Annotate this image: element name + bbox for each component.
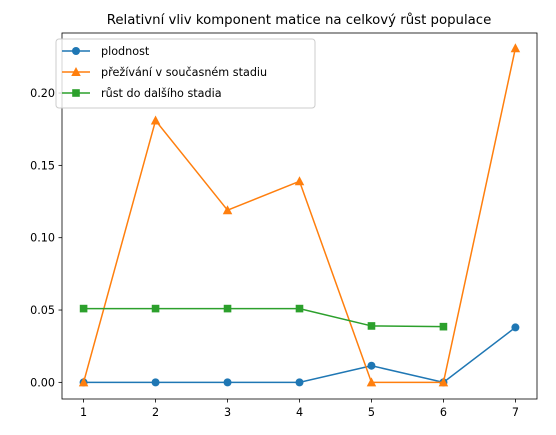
data-point (511, 323, 520, 332)
series-layer (78, 43, 521, 387)
legend-marker (72, 89, 80, 97)
legend-label: plodnost (101, 45, 150, 58)
data-point (367, 361, 376, 370)
y-tick-label: 0.15 (30, 159, 55, 172)
y-tick-label: 0.20 (30, 87, 55, 100)
data-point (223, 378, 232, 387)
legend-label: růst do dalšího stadia (101, 87, 222, 100)
x-tick-label: 5 (368, 406, 375, 419)
data-point (222, 205, 233, 215)
x-axis: 1 2 3 4 5 6 7 (80, 399, 519, 419)
data-point (439, 322, 448, 331)
legend-marker (72, 47, 80, 55)
legend-box (55, 38, 316, 109)
x-tick-label: 4 (296, 406, 303, 419)
data-point (294, 176, 305, 186)
legend-label: přežívání v současném stadiu (101, 66, 267, 79)
series-3 (79, 304, 448, 331)
series-line (83, 307, 444, 328)
legend: plodnost přežívání v současném stadiu růst… (55, 38, 316, 109)
data-point (510, 43, 521, 53)
data-point (295, 378, 304, 387)
y-axis: 0.00 0.05 0.10 0.15 0.20 (30, 87, 62, 389)
data-point (295, 304, 304, 313)
data-point (79, 304, 88, 313)
data-point (151, 304, 160, 313)
data-point (223, 304, 232, 313)
legend-entry: plodnost (62, 45, 150, 58)
data-point (151, 378, 160, 387)
data-point (150, 115, 161, 125)
y-tick-label: 0.10 (30, 232, 55, 245)
x-tick-label: 1 (80, 406, 87, 419)
x-tick-label: 3 (224, 406, 231, 419)
data-point (78, 377, 89, 387)
series-line (83, 326, 516, 384)
y-tick-label: 0.05 (30, 304, 55, 317)
chart-title: Relativní vliv komponent matice na celko… (107, 12, 492, 28)
x-tick-label: 7 (512, 406, 519, 419)
legend-marker (71, 67, 81, 76)
x-tick-label: 6 (440, 406, 447, 419)
x-tick-label: 2 (152, 406, 159, 419)
data-point (367, 322, 376, 330)
y-tick-label: 0.00 (30, 376, 55, 389)
legend-entry: přežívání v současném stadiu (62, 66, 267, 79)
data-point (366, 377, 377, 387)
series-2 (78, 43, 521, 387)
legend-entry: růst do dalšího stadia (62, 87, 222, 100)
data-point (438, 377, 449, 387)
